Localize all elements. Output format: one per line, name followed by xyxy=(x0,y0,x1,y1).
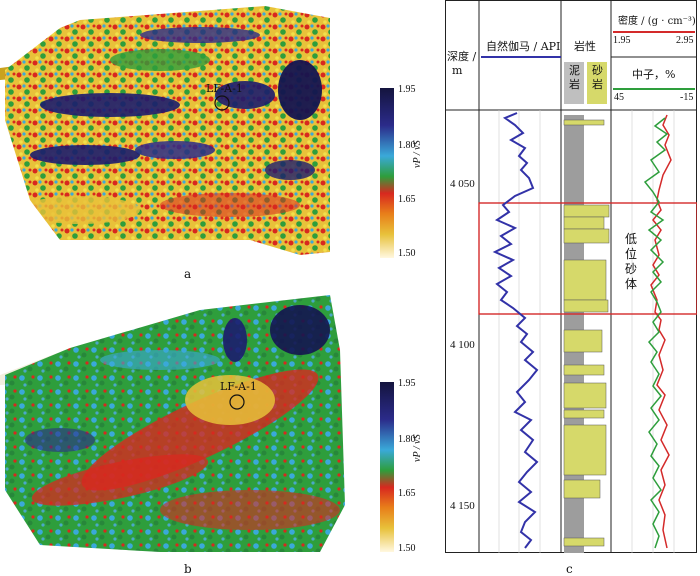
density-min: 1.95 xyxy=(613,35,631,46)
depth-tick-0: 4 050 xyxy=(450,178,475,190)
colorbar-a-tick-2: 1.65 xyxy=(398,194,416,205)
caption-a: a xyxy=(184,267,192,281)
colorbar-b-tick-1: 1.80 xyxy=(398,434,416,445)
density-header: 密度 / (g · cm⁻³) xyxy=(618,16,696,27)
depth-header: 深度 / xyxy=(447,50,477,63)
colorbar-b-tick-0: 1.95 xyxy=(398,378,416,389)
colorbar-b-label: vP / vS xyxy=(412,434,423,462)
density-max: 2.95 xyxy=(676,35,694,46)
mudstone-label: 泥岩 xyxy=(569,64,580,91)
well-label-b: LF-A-1 xyxy=(220,380,257,393)
colorbar-a-label: vP / vS xyxy=(412,140,423,168)
well-label-a: LF-A-1 xyxy=(206,82,243,95)
colorbar-b-tick-3: 1.50 xyxy=(398,543,416,554)
colorbar-a-tick-0: 1.95 xyxy=(398,84,416,95)
depth-tick-2: 4 150 xyxy=(450,500,475,512)
depth-unit: m xyxy=(452,64,463,77)
lithology-header: 岩性 xyxy=(574,40,596,53)
lowstand-sand-annotation: 低位砂体 xyxy=(625,232,638,291)
seismic-map-a xyxy=(0,0,380,260)
gamma-header: 自然伽马 / API xyxy=(486,40,561,53)
colorbar-a xyxy=(380,88,394,258)
colorbar-b-tick-2: 1.65 xyxy=(398,488,416,499)
neutron-left: 45 xyxy=(614,92,624,103)
neutron-right: -15 xyxy=(680,92,694,103)
depth-tick-1: 4 100 xyxy=(450,339,475,351)
neutron-header: 中子，% xyxy=(632,68,676,81)
sandstone-label: 砂岩 xyxy=(592,64,603,91)
caption-c: c xyxy=(566,562,573,576)
caption-b: b xyxy=(184,562,192,576)
well-log-panel xyxy=(445,0,698,553)
colorbar-a-tick-3: 1.50 xyxy=(398,248,416,259)
colorbar-b xyxy=(380,382,394,552)
seismic-map-b xyxy=(0,290,380,560)
colorbar-a-tick-1: 1.80 xyxy=(398,140,416,151)
